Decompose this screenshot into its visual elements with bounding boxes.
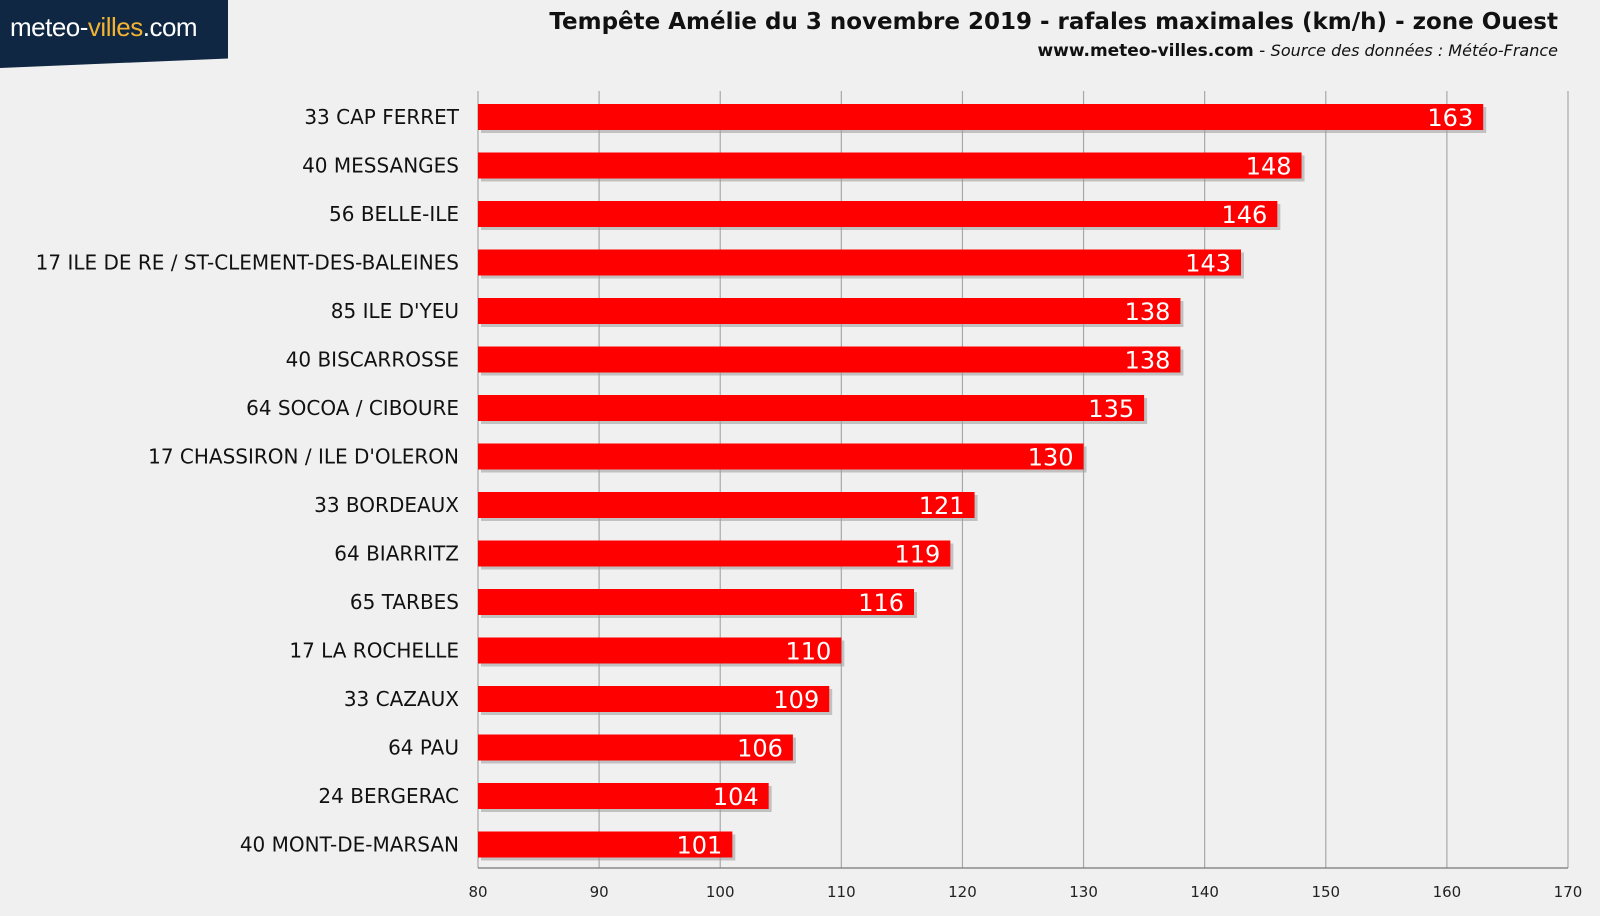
x-tick-label: 150 <box>1311 883 1340 901</box>
bar-value-label: 109 <box>773 686 819 714</box>
bar-group: 143 <box>478 249 1244 279</box>
bar-group: 116 <box>478 589 917 618</box>
category-label: 17 LA ROCHELLE <box>289 639 459 663</box>
x-tick-label: 80 <box>468 883 487 901</box>
bar <box>478 346 1181 373</box>
logo-text-part2: villes <box>87 12 143 42</box>
bar-group: 110 <box>478 637 845 667</box>
bar-group: 109 <box>478 686 833 715</box>
bar-group: 135 <box>478 395 1148 424</box>
x-tick-label: 90 <box>590 883 609 901</box>
x-tick-label: 120 <box>948 883 977 901</box>
x-tick-label: 130 <box>1069 883 1098 901</box>
category-label: 64 BIARRITZ <box>334 542 459 566</box>
bar-group: 104 <box>478 783 772 812</box>
category-label: 24 BERGERAC <box>318 784 459 808</box>
bar-group: 138 <box>478 346 1184 376</box>
bar <box>478 152 1302 179</box>
bar-value-label: 148 <box>1246 153 1292 181</box>
bar-value-label: 119 <box>895 541 941 569</box>
bar-group: 146 <box>478 201 1281 230</box>
bar-group: 119 <box>478 540 954 570</box>
bar <box>478 734 793 761</box>
bar-group: 106 <box>478 734 796 764</box>
category-label: 33 BORDEAUX <box>314 493 459 517</box>
x-tick-label: 100 <box>706 883 735 901</box>
site-url[interactable]: www.meteo-villes.com <box>1037 41 1254 61</box>
bar-group: 138 <box>478 298 1184 327</box>
site-logo[interactable]: meteo-villes.com <box>0 0 228 68</box>
category-label: 64 SOCOA / CIBOURE <box>246 396 459 420</box>
bar <box>478 443 1084 470</box>
bar-value-label: 104 <box>713 783 759 811</box>
bar-group: 121 <box>478 492 978 521</box>
bar-value-label: 143 <box>1185 250 1231 278</box>
bar-value-label: 106 <box>737 735 783 763</box>
bar <box>478 395 1145 421</box>
bar-group: 130 <box>478 443 1087 473</box>
chart-bars: 163 148 146 143 138 138 135 130 121 119 116 110 109 1… <box>478 104 1487 861</box>
bar <box>478 249 1241 276</box>
bar <box>478 201 1278 227</box>
bar-value-label: 121 <box>919 492 965 520</box>
category-label: 85 ILE D'YEU <box>331 299 459 323</box>
bar-value-label: 146 <box>1222 201 1268 229</box>
bar-value-label: 138 <box>1125 298 1171 326</box>
category-label: 33 CAP FERRET <box>304 105 459 129</box>
chart-title: Tempête Amélie du 3 novembre 2019 - rafa… <box>549 9 1558 35</box>
logo-text-part3: .com <box>142 12 198 42</box>
x-tick-label: 160 <box>1433 883 1462 901</box>
bar-value-label: 110 <box>786 638 832 666</box>
subtitle-separator: - <box>1253 41 1271 61</box>
category-label: 65 TARBES <box>350 590 459 614</box>
category-label: 17 ILE DE RE / ST-CLEMENT-DES-BALEINES <box>36 251 459 275</box>
bar <box>478 783 769 809</box>
bar-group: 101 <box>478 831 736 861</box>
bar-group: 148 <box>478 152 1305 182</box>
category-label: 56 BELLE-ILE <box>329 202 459 226</box>
x-tick-label: 110 <box>827 883 856 901</box>
category-label: 33 CAZAUX <box>344 687 459 711</box>
bar <box>478 589 914 615</box>
bar <box>478 492 975 518</box>
bar <box>478 540 951 567</box>
category-label: 64 PAU <box>388 736 459 760</box>
x-tick-label: 140 <box>1190 883 1219 901</box>
chart-subtitle: www.meteo-villes.com - Source des donnée… <box>1037 41 1558 61</box>
bar-value-label: 163 <box>1427 104 1473 132</box>
bar <box>478 637 842 664</box>
bar-value-label: 135 <box>1088 395 1134 423</box>
category-label: 17 CHASSIRON / ILE D'OLERON <box>148 445 459 469</box>
category-label: 40 MESSANGES <box>302 154 459 178</box>
bar-value-label: 130 <box>1028 444 1074 472</box>
category-label: 40 MONT-DE-MARSAN <box>240 833 459 857</box>
x-axis-ticks: 80 90 100 110 120 130 140 150 160 170 <box>468 883 1582 901</box>
category-labels: 33 CAP FERRET 40 MESSANGES 56 BELLE-ILE 17 … <box>36 105 460 857</box>
x-tick-label: 170 <box>1554 883 1583 901</box>
bar <box>478 831 733 858</box>
bar-group: 163 <box>478 104 1487 133</box>
bar-value-label: 116 <box>858 589 904 617</box>
data-source: Source des données : Météo-France <box>1270 41 1558 60</box>
bar <box>478 104 1484 130</box>
category-label: 40 BISCARROSSE <box>286 348 459 372</box>
bar <box>478 298 1181 324</box>
bar-value-label: 101 <box>677 832 723 860</box>
bar-value-label: 138 <box>1125 347 1171 375</box>
bar <box>478 686 830 712</box>
logo-text-part1: meteo- <box>10 12 88 42</box>
